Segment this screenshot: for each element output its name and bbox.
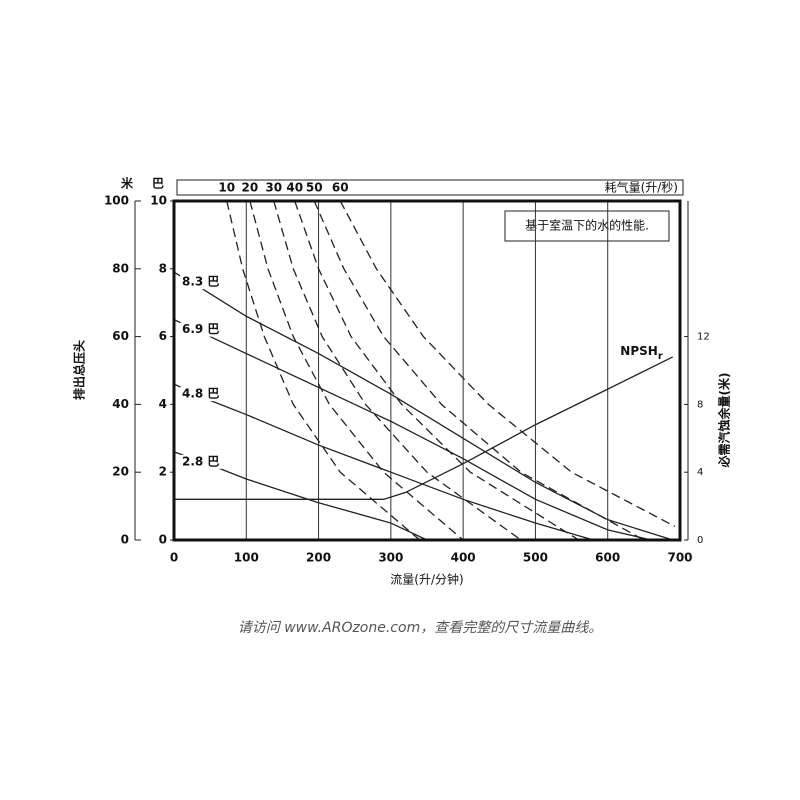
pressure-label: 4.8 巴 bbox=[182, 387, 219, 401]
series-line bbox=[339, 200, 676, 528]
series-line bbox=[173, 271, 673, 541]
y-tick-label: 40 bbox=[112, 397, 129, 411]
series-line bbox=[226, 200, 421, 541]
x-axis-title: 流量(升/分钟) bbox=[390, 572, 463, 587]
npsh-label-sub: r bbox=[658, 351, 663, 362]
label-bg bbox=[180, 322, 222, 337]
air-label: 50 bbox=[306, 181, 323, 195]
air-label: 60 bbox=[332, 181, 349, 195]
top-axis-label: 耗气量(升/秒) bbox=[605, 180, 678, 195]
label-bg bbox=[180, 454, 222, 469]
y-axis-title: 排出总压头 bbox=[72, 340, 87, 400]
ybar-tick-label: 4 bbox=[159, 397, 167, 411]
x-tick-label: 300 bbox=[378, 551, 403, 565]
air-label: 20 bbox=[242, 181, 259, 195]
y-unit: 米 bbox=[121, 176, 134, 191]
label-bg bbox=[180, 275, 222, 290]
x-tick-label: 100 bbox=[234, 551, 259, 565]
x-tick-label: 200 bbox=[306, 551, 331, 565]
air-label: 40 bbox=[286, 181, 303, 195]
pressure-label: 2.8 巴 bbox=[182, 454, 219, 468]
y2-tick-label: 0 bbox=[697, 535, 703, 546]
y-tick-label: 100 bbox=[104, 194, 129, 208]
ybar-tick-label: 6 bbox=[159, 329, 167, 343]
air-label: 10 bbox=[218, 181, 235, 195]
top-axis-box bbox=[176, 179, 684, 196]
x-tick-label: 700 bbox=[667, 551, 692, 565]
series-line bbox=[173, 319, 652, 541]
y2-tick-label: 12 bbox=[697, 332, 710, 343]
ybar-tick-label: 8 bbox=[159, 261, 167, 275]
series-line bbox=[173, 383, 594, 541]
x-tick-label: 400 bbox=[451, 551, 476, 565]
ybar-tick-label: 2 bbox=[159, 465, 167, 479]
x-tick-label: 600 bbox=[595, 551, 620, 565]
y-tick-label: 20 bbox=[112, 465, 129, 479]
y2-tick-label: 8 bbox=[697, 399, 703, 410]
npsh-label: NPSHr bbox=[620, 343, 663, 362]
pressure-label: 6.9 巴 bbox=[182, 322, 219, 336]
label-bg bbox=[180, 387, 222, 402]
x-tick-label: 500 bbox=[523, 551, 548, 565]
footer: 请访问 www.AROzone.com，查看完整的尺寸流量曲线。 bbox=[238, 620, 602, 636]
series-line bbox=[313, 200, 645, 541]
series-line bbox=[249, 200, 464, 541]
ybar-tick-label: 10 bbox=[150, 194, 167, 208]
plot-frame bbox=[172, 199, 682, 542]
annotation-box bbox=[504, 210, 670, 242]
pressure-label: 8.3 巴 bbox=[182, 275, 219, 289]
x-tick-label: 0 bbox=[170, 551, 178, 565]
series-line bbox=[174, 356, 674, 500]
y-tick-label: 80 bbox=[112, 261, 129, 275]
ybar-tick-label: 0 bbox=[159, 533, 167, 547]
npsh-label-main: NPSH bbox=[620, 343, 658, 357]
ybar-unit: 巴 bbox=[152, 177, 164, 191]
annotation: 基于室温下的水的性能. bbox=[525, 218, 649, 233]
series-line bbox=[294, 200, 580, 541]
y2-axis-title: 必需汽蚀余量(米) bbox=[717, 373, 732, 469]
air-label: 30 bbox=[265, 181, 282, 195]
y2-tick-label: 4 bbox=[697, 467, 703, 478]
series-line bbox=[273, 200, 522, 541]
y-tick-label: 60 bbox=[112, 329, 129, 343]
y-tick-label: 0 bbox=[121, 533, 129, 547]
